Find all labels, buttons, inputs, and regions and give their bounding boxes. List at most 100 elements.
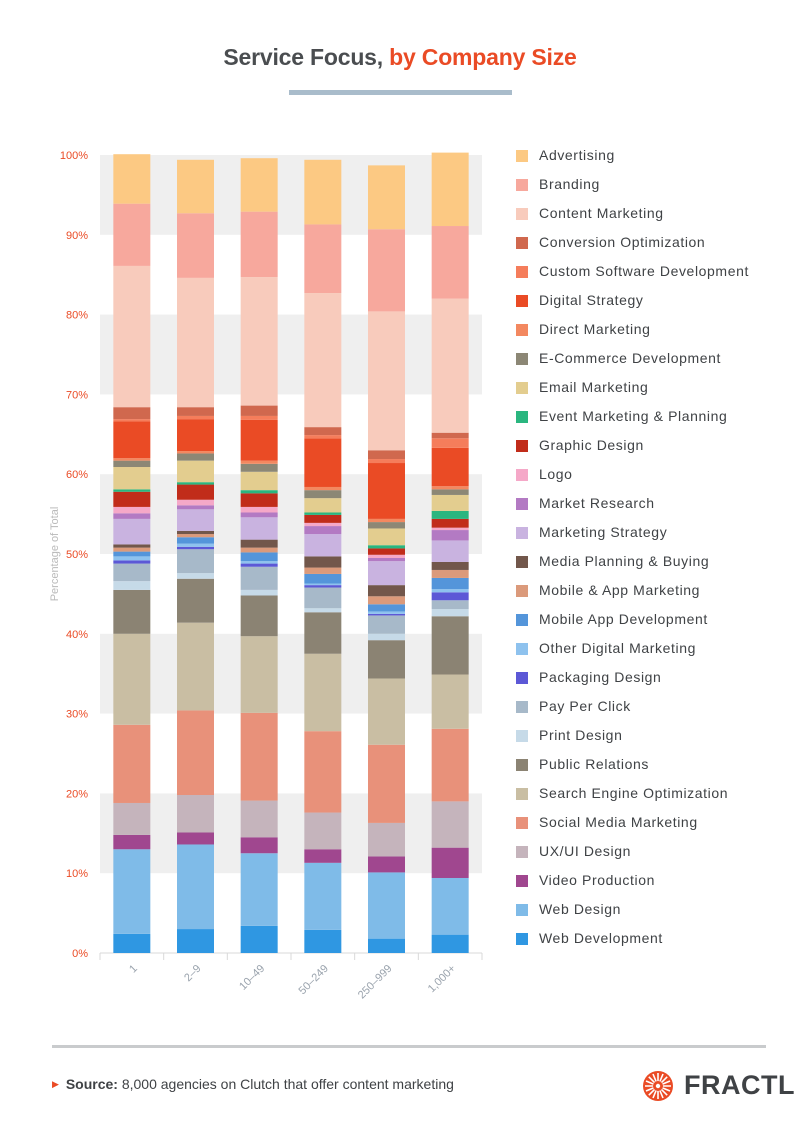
bar-segment-mobile-app-marketing — [368, 596, 405, 605]
legend-item: Print Design — [516, 726, 796, 746]
bar-segment-web-design — [304, 862, 342, 930]
bar-segment-marketing-strategy — [240, 517, 278, 540]
bar-segment-media-planning-buying — [113, 544, 151, 548]
y-tick-label: 100% — [60, 150, 88, 162]
legend-item: Graphic Design — [516, 436, 796, 456]
legend-swatch — [516, 469, 528, 481]
grid-band — [100, 155, 482, 235]
legend-swatch — [516, 411, 528, 423]
legend-label: Content Marketing — [539, 205, 664, 221]
grid-band — [100, 314, 482, 395]
legend-item: Logo — [516, 465, 796, 485]
fractl-sunburst-icon — [643, 1071, 673, 1101]
legend-item: Custom Software Development — [516, 262, 796, 282]
legend-swatch — [516, 788, 528, 800]
bar-segment-print-design — [431, 609, 469, 617]
bar-segment-ux-ui-design — [177, 794, 214, 833]
legend-item: Search Engine Optimization — [516, 784, 796, 804]
bar-segment-graphic-design — [304, 514, 342, 523]
bar-segment-email-marketing — [304, 498, 342, 513]
x-tick-label: 50–249 — [297, 963, 331, 997]
bar-segment-other-digital-marketing — [368, 611, 405, 614]
legend-label: Market Research — [539, 495, 655, 511]
y-tick-label: 50% — [66, 549, 88, 561]
legend-item: Digital Strategy — [516, 291, 796, 311]
bar-segment-pay-per-click — [304, 587, 342, 609]
bar-segment-media-planning-buying — [304, 556, 342, 568]
bar-segment-market-research — [431, 530, 469, 541]
bar-segment-media-planning-buying — [368, 585, 405, 597]
bar-segment-public-relations — [113, 589, 151, 634]
legend-item: Event Marketing & Planning — [516, 407, 796, 427]
legend-item: Public Relations — [516, 755, 796, 775]
bar-segment-search-engine-optimization — [177, 622, 214, 711]
legend-label: UX/UI Design — [539, 843, 632, 859]
bar-segment-e-commerce-development — [113, 460, 151, 468]
bar-segment-public-relations — [368, 640, 405, 679]
bar-segment-mobile-app-marketing — [304, 567, 342, 574]
bar-segment-search-engine-optimization — [240, 636, 278, 713]
bar-segment-branding — [113, 203, 151, 266]
bar-segment-digital-strategy — [113, 421, 151, 459]
bar-segment-packaging-design — [431, 592, 469, 601]
bar-segment-ux-ui-design — [368, 822, 405, 857]
legend-label: E-Commerce Development — [539, 350, 722, 366]
bar-segment-marketing-strategy — [368, 561, 405, 586]
bar-segment-event-marketing-planning — [368, 545, 405, 549]
legend-swatch — [516, 295, 528, 307]
bar-segment-marketing-strategy — [113, 518, 151, 545]
bar-segment-other-digital-marketing — [113, 556, 151, 561]
bar-segment-event-marketing-planning — [113, 489, 151, 492]
legend-swatch — [516, 353, 528, 365]
bar-segment-market-research — [240, 512, 278, 518]
legend-item: Web Design — [516, 900, 796, 920]
chart-title: Service Focus, by Company Size — [0, 44, 800, 71]
bar-segment-print-design — [304, 608, 342, 613]
bar-segment-custom-software-development — [240, 415, 278, 420]
y-axis-title: Percentage of Total — [49, 507, 61, 602]
legend-swatch — [516, 904, 528, 916]
brand-name: FRACTL — [684, 1070, 795, 1100]
bar-segment-branding — [177, 213, 214, 278]
x-tick-label: 10–49 — [237, 963, 267, 993]
bar-segment-conversion-optimization — [240, 405, 278, 416]
legend-label: Social Media Marketing — [539, 814, 698, 830]
legend-swatch — [516, 440, 528, 452]
bar-segment-conversion-optimization — [368, 450, 405, 460]
bar-segment-logo — [113, 506, 151, 514]
y-tick-label: 70% — [66, 389, 88, 401]
legend-label: Other Digital Marketing — [539, 640, 696, 656]
bar-segment-direct-marketing — [240, 460, 278, 464]
bar-segment-mobile-app-development — [431, 577, 469, 590]
bar-segment-logo — [240, 506, 278, 513]
bar-segment-ux-ui-design — [431, 801, 469, 848]
bar-segment-direct-marketing — [113, 458, 151, 461]
legend-label: Video Production — [539, 872, 655, 888]
footer-divider — [52, 1045, 766, 1048]
legend-item: UX/UI Design — [516, 842, 796, 862]
bar-segment-other-digital-marketing — [431, 589, 469, 593]
bar-segment-search-engine-optimization — [431, 674, 469, 729]
bar-segment-web-development — [431, 934, 469, 953]
legend-swatch — [516, 208, 528, 220]
title-underline — [289, 90, 512, 95]
bar-segment-social-media-marketing — [240, 712, 278, 801]
source-label: Source: — [65, 1076, 118, 1092]
y-tick-label: 30% — [66, 709, 88, 721]
bar-segment-video-production — [113, 834, 151, 850]
brand-logo: FRACTL — [642, 1066, 794, 1106]
bar-segment-public-relations — [431, 616, 469, 675]
bar-segment-pay-per-click — [240, 566, 278, 590]
bar-segment-mobile-app-development — [240, 552, 278, 562]
bar-segment-social-media-marketing — [368, 744, 405, 823]
legend-label: Event Marketing & Planning — [539, 408, 728, 424]
bar-segment-packaging-design — [177, 546, 214, 550]
bar-segment-graphic-design — [177, 484, 214, 500]
bar-segment-e-commerce-development — [240, 463, 278, 472]
bar-segment-e-commerce-development — [304, 490, 342, 499]
bar-segment-pay-per-click — [431, 600, 469, 610]
bar-segment-digital-strategy — [304, 438, 342, 487]
bar-segment-logo — [177, 499, 214, 506]
legend-label: Marketing Strategy — [539, 524, 668, 540]
legend-label: Advertising — [539, 147, 615, 163]
